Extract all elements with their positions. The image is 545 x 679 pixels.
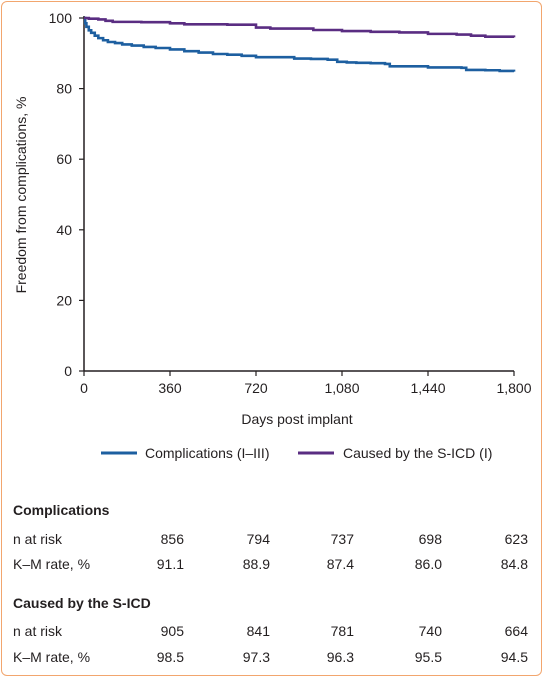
y-tick-label: 100 (49, 10, 73, 26)
table-row: K–M rate, % 98.5 97.3 96.3 95.5 94.5 (0, 649, 545, 669)
table-row: n at risk 905 841 781 740 664 (0, 623, 545, 643)
table-cell: 623 (504, 531, 528, 547)
table-cell: 84.8 (500, 556, 528, 572)
y-tick-label: 60 (56, 151, 72, 167)
x-tick-label: 0 (80, 380, 88, 396)
table-row: n at risk 856 794 737 698 623 (0, 531, 545, 551)
table-title-complications: Complications (13, 502, 110, 518)
chart-series (83, 16, 516, 73)
row-label: n at risk (13, 623, 63, 639)
chart-axes: 0 20 40 60 80 100 0 360 720 1,080 1,440 1,800 (49, 10, 532, 396)
y-tick-label: 40 (56, 222, 72, 238)
series-line-complications (83, 16, 516, 73)
y-tick-label: 0 (64, 363, 72, 379)
km-chart: 0 20 40 60 80 100 0 360 720 1,080 1,440 1,800 Days … (13, 10, 532, 461)
table-cell: 737 (330, 531, 354, 547)
y-tick-label: 80 (56, 81, 72, 97)
row-label: K–M rate, % (13, 649, 91, 665)
table-cell: 87.4 (326, 556, 354, 572)
chart-legend: Complications (I–III) Caused by the S-ICD… (101, 445, 492, 461)
row-label: n at risk (13, 531, 63, 547)
table-row: K–M rate, % 91.1 88.9 87.4 86.0 84.8 (0, 556, 545, 576)
table-cell: 97.3 (242, 649, 270, 665)
x-tick-label: 1,440 (410, 380, 445, 396)
table-cell: 95.5 (414, 649, 442, 665)
legend-label: Caused by the S-ICD (I) (343, 445, 492, 461)
table-title-s-icd: Caused by the S-ICD (13, 595, 151, 611)
table-cell: 91.1 (156, 556, 184, 572)
x-tick-label: 1,800 (496, 380, 531, 396)
legend-label: Complications (I–III) (145, 445, 269, 461)
y-axis-label: Freedom from complications, % (13, 97, 29, 294)
table-cell: 740 (418, 623, 442, 639)
x-tick-label: 720 (244, 380, 268, 396)
table-cell: 794 (246, 531, 270, 547)
table-cell: 841 (246, 623, 270, 639)
table-cell: 88.9 (242, 556, 270, 572)
table-cell: 96.3 (326, 649, 354, 665)
x-tick-label: 360 (158, 380, 182, 396)
x-axis-label: Days post implant (241, 411, 352, 427)
y-tick-label: 20 (56, 292, 72, 308)
table-cell: 98.5 (156, 649, 184, 665)
table-cell: 664 (504, 623, 528, 639)
table-cell: 856 (160, 531, 184, 547)
table-cell: 905 (160, 623, 184, 639)
row-label: K–M rate, % (13, 556, 91, 572)
table-cell: 698 (418, 531, 442, 547)
x-tick-label: 1,080 (324, 380, 359, 396)
series-line-s-icd (84, 16, 516, 39)
table-cell: 94.5 (500, 649, 528, 665)
table-cell: 86.0 (414, 556, 442, 572)
table-cell: 781 (330, 623, 354, 639)
